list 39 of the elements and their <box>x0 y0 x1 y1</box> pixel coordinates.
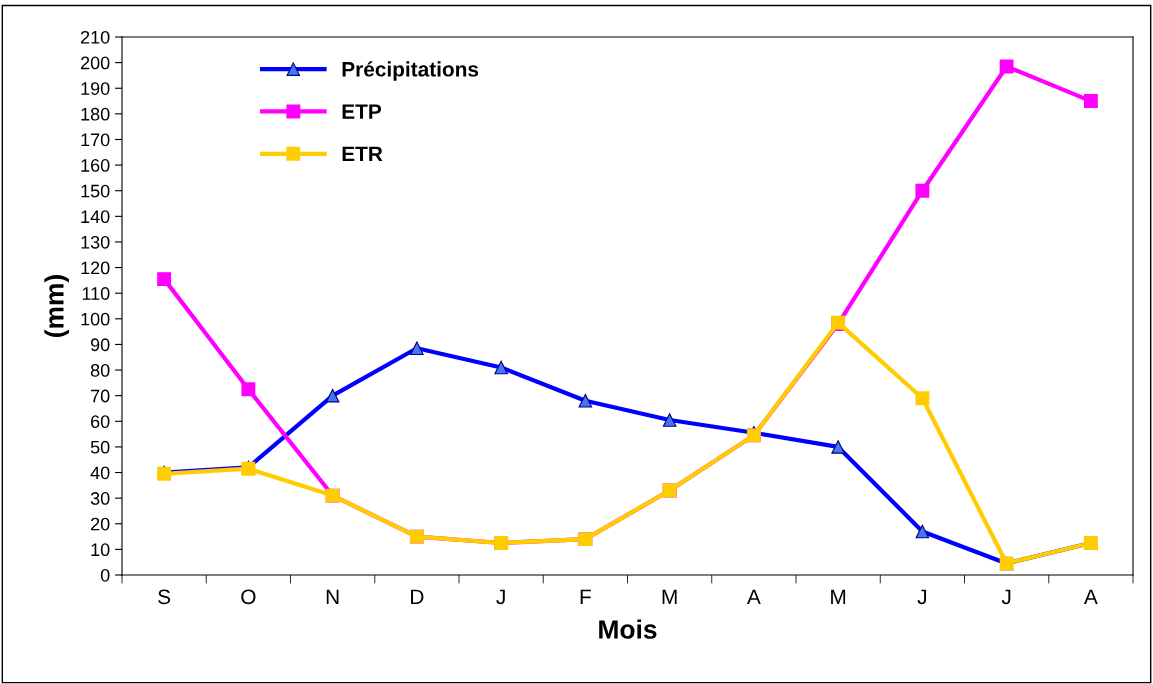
legend-label: ETR <box>342 146 383 162</box>
x-tick-label: A <box>746 589 761 604</box>
y-tick-label: 80 <box>90 363 110 377</box>
y-tick-label: 170 <box>81 133 110 147</box>
y-axis-title: (mm) <box>44 275 69 337</box>
y-tick-label: 110 <box>82 287 110 300</box>
y-tick-label: 0 <box>100 568 110 582</box>
x-tick-label: F <box>580 589 591 604</box>
legend-label: ETP <box>342 104 382 119</box>
y-tick-label: 140 <box>81 210 110 224</box>
x-tick-label: J <box>917 589 927 605</box>
x-tick-label: J <box>496 589 505 605</box>
y-tick-label: 130 <box>81 235 110 249</box>
y-tick-label: 70 <box>91 389 110 403</box>
x-tick-label: D <box>411 589 424 604</box>
x-tick-label: N <box>326 589 339 604</box>
x-tick-label: A <box>1083 589 1098 604</box>
y-tick-label: 40 <box>90 466 110 480</box>
x-tick-label: O <box>241 589 256 605</box>
x-tick-label: M <box>662 589 677 604</box>
x-axis-title: Mois <box>599 619 657 639</box>
y-tick-label: 100 <box>81 312 110 326</box>
y-tick-label: 180 <box>81 107 110 121</box>
y-tick-label: 210 <box>80 30 110 44</box>
y-tick-label: 150 <box>81 184 110 198</box>
y-tick-label: 60 <box>91 415 110 429</box>
y-tick-label: 90 <box>90 338 110 352</box>
y-tick-label: 20 <box>91 517 110 531</box>
x-tick-label: S <box>158 589 171 605</box>
y-tick-label: 50 <box>90 440 110 454</box>
y-tick-label: 190 <box>81 82 110 95</box>
y-tick-label: 120 <box>81 261 110 275</box>
y-tick-label: 200 <box>80 56 110 70</box>
legend-label: Précipitations <box>342 61 479 81</box>
y-tick-label: 30 <box>90 492 110 505</box>
y-tick-label: 160 <box>81 159 110 172</box>
x-tick-label: J <box>1001 589 1011 605</box>
y-tick-label: 10 <box>91 543 110 557</box>
x-tick-label: M <box>831 589 846 604</box>
